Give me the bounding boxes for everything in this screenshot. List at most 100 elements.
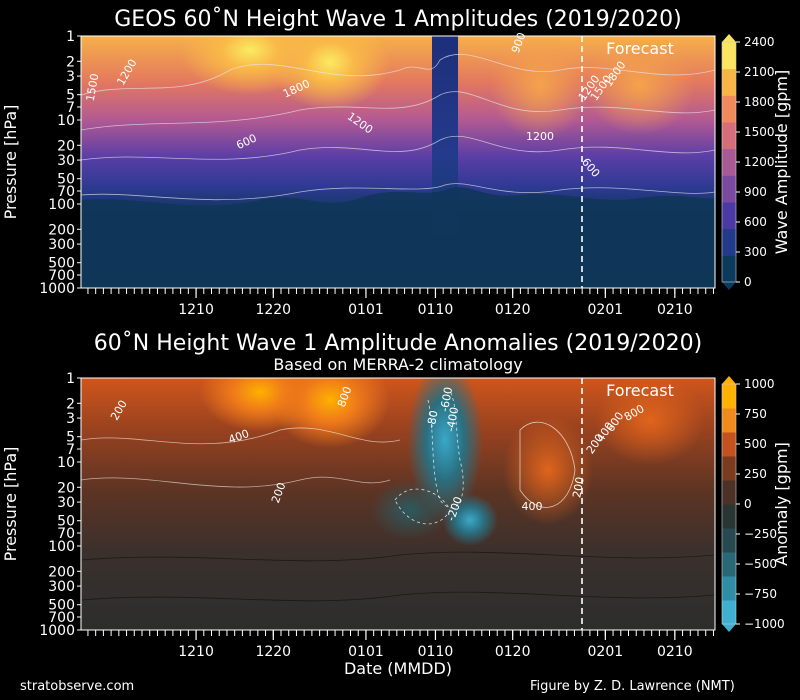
colorbar-tick-label: 1800 [744,95,775,109]
top-title: GEOS 60˚N Height Wave 1 Amplitudes (2019… [114,7,682,32]
x-tick-label: 0201 [588,644,624,660]
y-tick-label: 20 [57,138,75,154]
y-tick-label: 200 [48,222,75,238]
x-tick-label: 0210 [657,302,693,318]
bottom-colorbar: −1000 −750 −500 −250 0 250 500 750 1000 [721,376,785,632]
y-tick-label: 30 [57,495,75,511]
top-contour-label: 1200 [526,130,554,143]
colorbar-tick-label: −750 [744,587,777,601]
y-tick: 1000 [39,623,81,639]
y-tick-label: 1 [66,29,75,45]
y-tick-label: 7 [66,442,75,458]
colorbar-tick-label: −500 [744,557,777,571]
x-tick-label: 0110 [418,302,454,318]
bottom-subtitle: Based on MERRA-2 climatology [273,355,522,374]
y-tick-label: 10 [57,113,75,129]
y-tick: 500 [48,598,81,614]
y-tick-label: 2 [66,54,75,70]
y-tick-label: 50 [57,514,75,530]
y-tick-label: 70 [57,526,75,542]
top-forecast-label: Forecast [606,39,674,58]
y-tick: 70 [57,526,81,542]
x-tick-label: 0201 [588,302,624,318]
colorbar-swatch [722,576,736,601]
top-y-label: Pressure [hPa] [1,105,20,220]
colorbar-max-arrow [722,376,736,384]
footer-source: stratobserve.com [20,679,134,694]
colorbar-swatch [722,528,736,553]
y-tick-label: 1000 [39,281,75,297]
colorbar-tick-label: 750 [744,407,767,421]
top-colorbar-label: Wave Amplitude [gpm] [772,70,791,254]
colorbar-swatch [722,202,736,230]
bottom-contour-label: -80 [425,409,441,429]
y-tick-label: 70 [57,184,75,200]
colorbar-swatch [722,228,736,256]
top-heatmap [81,36,715,288]
colorbar-min-arrow [722,624,736,632]
y-tick: 100 [48,197,81,213]
y-tick-label: 200 [48,564,75,580]
colorbar-tick-label: 300 [744,245,767,259]
x-tick-label: 0110 [418,644,454,660]
colorbar-swatch [722,432,736,457]
y-tick-label: 300 [48,237,75,253]
colorbar-min-arrow [722,282,736,290]
y-tick: 7 [66,100,81,116]
y-tick-label: 1 [66,371,75,387]
colorbar-swatch [722,552,736,577]
y-tick-label: 7 [66,100,75,116]
x-tick-label: 1210 [178,302,214,318]
footer-credit: Figure by Z. D. Lawrence (NMT) [530,679,735,694]
y-tick-label: 5 [66,430,75,446]
x-tick-label: 0101 [348,644,384,660]
bottom-x-axis: 1210 1220 0101 0110 0120 0201 0210 [87,630,714,660]
y-tick: 3 [66,69,81,85]
y-tick: 5 [66,88,81,104]
bottom-y-label: Pressure [hPa] [1,447,20,562]
colorbar-tick-label: 500 [744,437,767,451]
y-tick-label: 3 [66,69,75,85]
colorbar-tick-label: −1000 [744,617,785,631]
y-tick: 1 [66,371,81,387]
colorbar-swatch [722,68,736,96]
y-tick: 50 [57,514,81,530]
colorbar-tick-label: 1000 [744,377,775,391]
y-tick: 7 [66,442,81,458]
y-tick: 2 [66,396,81,412]
y-tick-label: 20 [57,480,75,496]
y-tick-label: 700 [48,268,75,284]
y-tick: 30 [57,153,81,169]
y-tick-label: 100 [48,197,75,213]
bottom-title: 60˚N Height Wave 1 Amplitude Anomalies (… [94,331,702,356]
colorbar-swatch [722,600,736,625]
y-tick: 2 [66,54,81,70]
top-contour-label: 1500 [84,72,102,102]
y-tick-label: 500 [48,256,75,272]
y-tick: 10 [57,113,81,129]
x-tick-label: 1220 [255,302,291,318]
y-tick: 3 [66,411,81,427]
colorbar-tick-label: 2100 [744,65,775,79]
colorbar-swatch [722,42,736,70]
colorbar-max-arrow [722,34,736,42]
top-colorbar: 0 300 600 900 1200 1500 1800 2100 2400 [721,34,775,290]
y-tick: 1 [66,29,81,45]
colorbar-tick-label: 0 [744,497,752,511]
x-tick-label: 1210 [178,644,214,660]
y-tick: 5 [66,430,81,446]
x-tick-label: 1220 [255,644,291,660]
y-tick: 100 [48,539,81,555]
colorbar-swatch [722,504,736,529]
y-tick: 200 [48,222,81,238]
y-tick: 1000 [39,281,81,297]
colorbar-tick-label: 900 [744,185,767,199]
colorbar-swatch [722,148,736,176]
bottom-heatmap [81,378,715,630]
bottom-contour-label: -400 [444,406,461,433]
colorbar-swatch [722,480,736,505]
y-tick: 700 [48,610,81,626]
